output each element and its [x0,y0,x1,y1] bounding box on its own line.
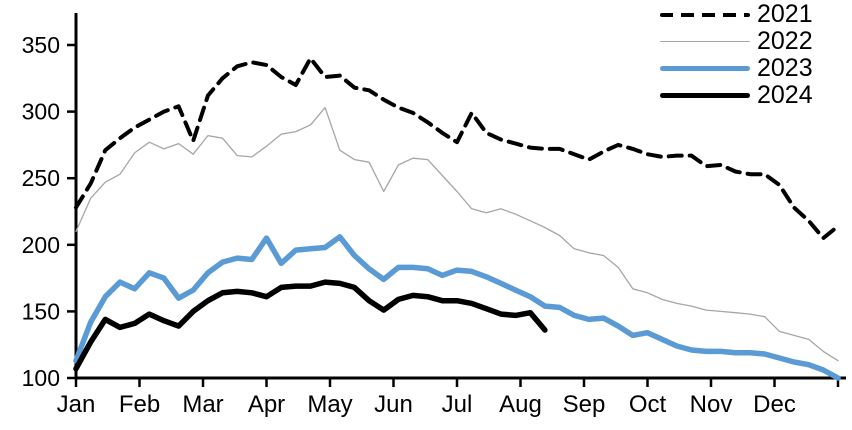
y-tick-label: 150 [22,298,60,324]
x-tick-label: Jul [442,391,473,418]
y-tick-label: 200 [22,232,60,258]
legend-entry-2023: 2023 [660,55,813,82]
legend-label: 2021 [757,0,813,28]
series-line-2021 [74,56,840,241]
legend-entry-2021: 2021 [660,1,813,28]
x-tick-label: Feb [119,391,160,418]
legend-entry-2022: 2022 [660,28,813,55]
y-tick-label: 100 [22,365,60,391]
x-tick-label: Jan [57,391,96,418]
series-line-2024 [73,279,548,372]
x-tick-label: Oct [629,391,667,418]
x-tick-label: Jun [374,391,413,418]
x-tick-label: Aug [499,391,542,418]
legend: 2021 2022 2023 2024 [660,1,813,109]
legend-swatch-2021 [660,12,750,17]
y-tick-label: 250 [22,165,60,191]
x-tick-label: Dec [753,391,796,418]
legend-label: 2022 [757,27,813,55]
legend-entry-2024: 2024 [660,82,813,109]
legend-label: 2023 [757,54,813,82]
legend-swatch-2022 [660,40,750,43]
x-tick-label: Mar [182,391,223,418]
y-tick-label: 300 [22,99,60,125]
legend-swatch-2024 [660,92,750,99]
x-tick-label: Sep [563,391,606,418]
legend-swatch-2023 [660,65,750,72]
series-line-2022 [75,106,839,362]
legend-label: 2024 [757,81,813,109]
series-line-2023 [73,234,841,381]
x-tick-label: Nov [690,391,733,418]
x-tick-label: Apr [248,391,285,418]
y-tick-label: 350 [22,32,60,58]
x-tick-label: May [307,391,352,418]
